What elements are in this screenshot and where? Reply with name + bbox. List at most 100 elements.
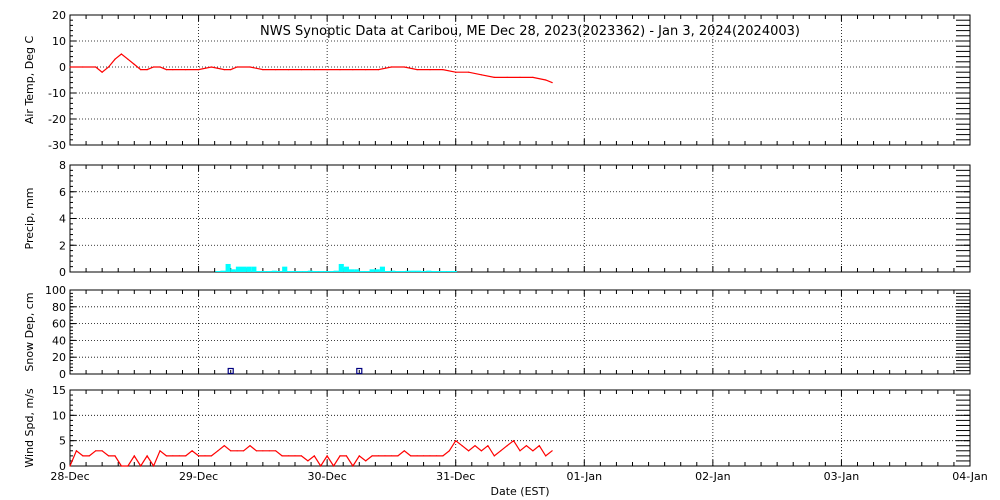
data-point (435, 455, 438, 457)
data-point (377, 69, 380, 71)
y-tick-label: 15 (52, 384, 66, 397)
data-point (114, 455, 116, 457)
data-point (172, 455, 174, 457)
data-point (448, 450, 450, 452)
precip-bar (441, 271, 447, 272)
y-axis-label: Snow Dep, cm (23, 292, 36, 371)
precip-bar (225, 263, 231, 272)
precip-bar (343, 266, 349, 272)
y-tick-label: 80 (52, 301, 66, 314)
y-tick-label: 0 (59, 368, 66, 381)
data-point (127, 58, 129, 60)
precip-bar (261, 271, 267, 272)
data-point (358, 455, 360, 457)
data-point (217, 450, 219, 452)
data-point (320, 465, 322, 467)
precip-bar (313, 271, 319, 272)
data-point (107, 455, 110, 457)
data-point (88, 455, 90, 457)
y-tick-label: 8 (59, 159, 66, 172)
data-point (506, 445, 508, 447)
data-point (275, 450, 277, 452)
data-point (236, 66, 238, 68)
data-point (223, 445, 225, 447)
precip-bar (338, 263, 344, 272)
precip-bar (251, 266, 257, 272)
precip-bar (266, 271, 272, 272)
x-axis-label: Date (EST) (490, 485, 549, 498)
precip-bar (374, 269, 380, 272)
data-point (480, 74, 483, 76)
precip-bar (400, 271, 406, 272)
data-point (377, 455, 380, 457)
data-point (500, 450, 502, 452)
data-point (159, 450, 161, 452)
data-point (455, 71, 457, 73)
data-point (519, 450, 521, 452)
precip-bar (246, 266, 252, 272)
panel-0: 20 10 0 -10 -20 -30 Air Temp, Deg C (23, 9, 971, 152)
data-point (140, 465, 142, 467)
data-point (114, 58, 116, 60)
precip-bar (323, 271, 329, 272)
chart-title: NWS Synoptic Data at Caribou, ME Dec 28,… (260, 24, 800, 39)
data-point (416, 69, 418, 71)
data-point (313, 455, 315, 457)
data-point (545, 79, 547, 81)
precip-bar (333, 270, 339, 272)
data-point (165, 69, 168, 71)
y-tick-label: 4 (59, 213, 66, 226)
data-point (474, 445, 476, 447)
data-point (159, 66, 161, 68)
y-tick-label: 10 (52, 409, 66, 422)
data-point (197, 69, 200, 71)
data-point (75, 450, 78, 452)
series-line (69, 439, 553, 468)
precip-bar (277, 271, 283, 272)
data-point (551, 450, 553, 452)
data-point (429, 455, 431, 457)
x-tick-label: 02-Jan (695, 470, 731, 483)
data-point (300, 69, 303, 71)
precip-bar (385, 271, 391, 272)
y-tick-label: 0 (59, 61, 66, 74)
data-point (493, 76, 495, 78)
data-point (538, 445, 540, 447)
y-tick-label: 20 (52, 351, 66, 364)
data-point (493, 455, 495, 457)
y-tick-label: -10 (48, 87, 66, 100)
precip-bar (256, 271, 262, 272)
data-point (255, 450, 258, 452)
data-point (390, 66, 393, 68)
data-point (152, 465, 155, 467)
y-tick-label: -30 (48, 139, 66, 152)
precip-bar (364, 271, 370, 272)
precip-bar (328, 271, 334, 272)
data-point (307, 460, 309, 462)
snow-depth-marker (227, 367, 234, 375)
y-tick-label: 0 (59, 460, 66, 473)
data-point (197, 455, 200, 457)
data-point (287, 69, 290, 71)
data-point (442, 69, 444, 71)
data-point (339, 69, 341, 71)
data-point (294, 455, 296, 457)
data-point (82, 66, 84, 68)
data-point (545, 455, 547, 457)
data-point (416, 455, 418, 457)
y-axis-label: Precip, mm (23, 188, 36, 250)
data-point (326, 455, 328, 457)
precip-bar (287, 271, 293, 272)
precip-bar (426, 270, 432, 272)
y-tick-label: 6 (59, 186, 66, 199)
data-point (178, 455, 180, 457)
x-tick-label: 03-Jan (824, 470, 860, 483)
data-point (146, 455, 148, 457)
y-axis-label: Air Temp, Deg C (23, 36, 36, 125)
data-point (223, 69, 225, 71)
data-point (82, 455, 84, 457)
data-point (249, 66, 251, 68)
snow-depth-marker (356, 367, 363, 375)
y-tick-label: 40 (52, 334, 66, 347)
